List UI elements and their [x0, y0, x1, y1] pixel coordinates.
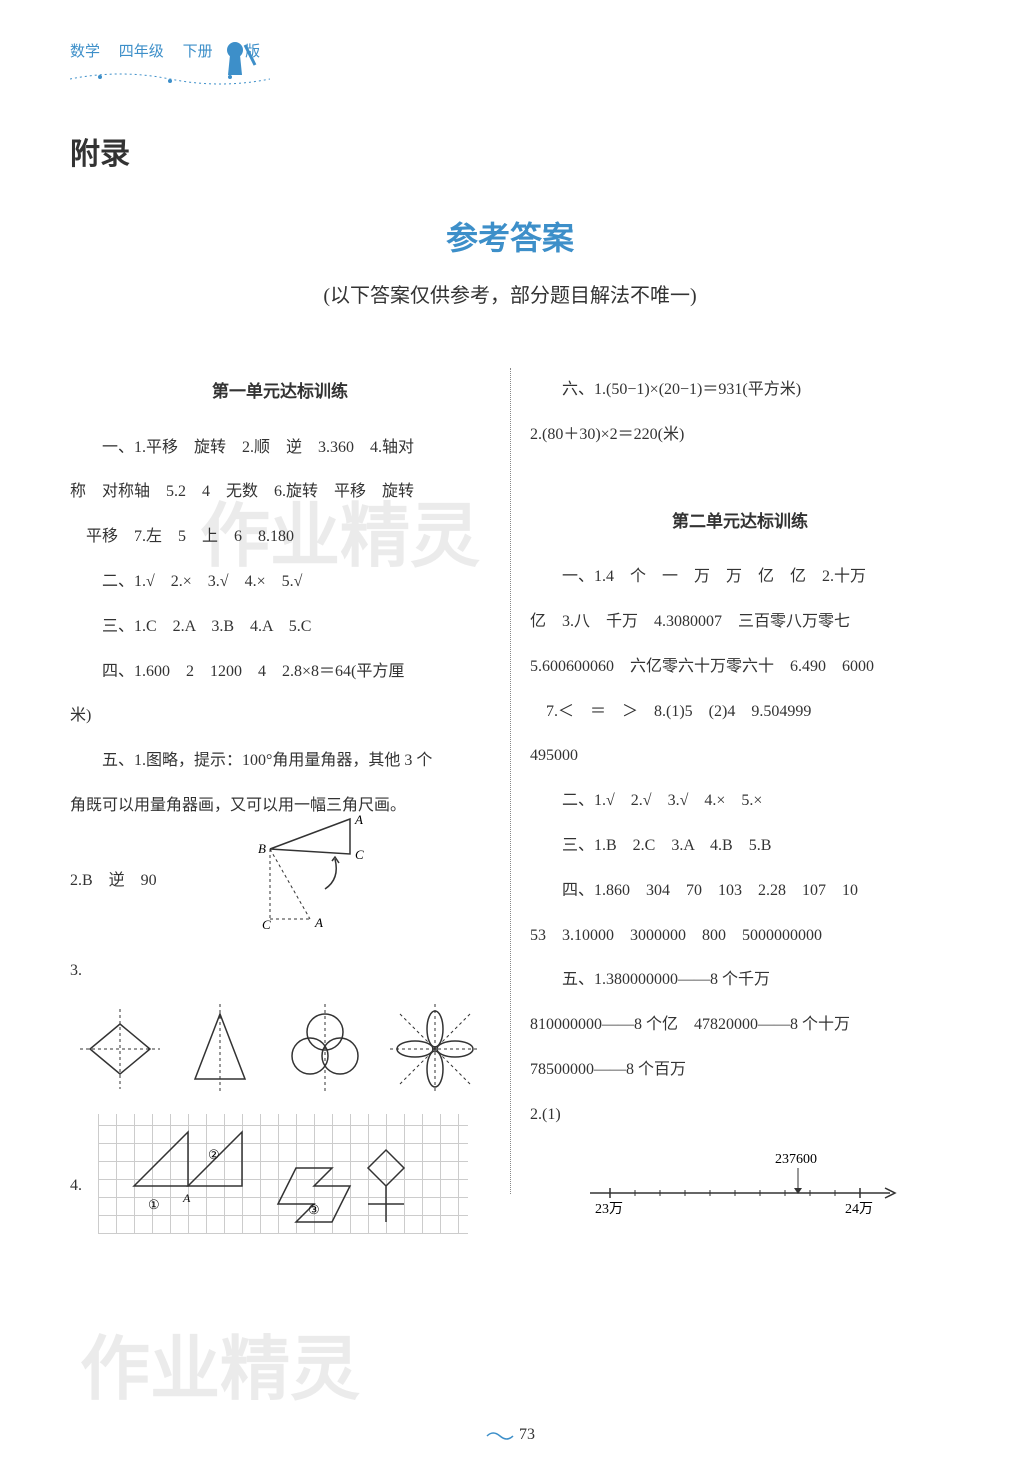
answer-text: 7.＜ ＝ ＞ 8.(1)5 (2)4 9.504999	[530, 690, 950, 735]
answer-text: 5.600600060 六亿零六十万零六十 6.490 6000	[530, 645, 950, 690]
answer-text: 三、1.B 2.C 3.A 4.B 5.B	[530, 824, 950, 869]
unit-title: 第一单元达标训练	[70, 368, 490, 416]
answer-text: 一、1.平移 旋转 2.顺 逆 3.360 4.轴对	[70, 426, 490, 471]
symmetry-diagrams	[70, 994, 490, 1104]
answer-text: 米)	[70, 694, 490, 739]
grid-translation-diagram: ① ② A ③	[98, 1114, 468, 1234]
tick-label: 23万	[595, 1202, 623, 1217]
svg-text:C: C	[355, 847, 364, 862]
answer-text: 四、1.600 2 1200 4 2.8×8＝64(平方厘	[70, 650, 490, 695]
rhombus-icon	[80, 1004, 160, 1094]
answer-text: 2.B 逆 90	[70, 859, 157, 904]
subtitle: (以下答案仅供参考，部分题目解法不唯一)	[70, 279, 950, 308]
section-title: 附录	[70, 129, 950, 173]
answer-text: 亿 3.八 千万 4.3080007 三百零八万零七	[530, 600, 950, 645]
answer-text: 二、1.√ 2.× 3.√ 4.× 5.√	[70, 560, 490, 605]
page-header: 数学 四年级 下册 B 版	[70, 40, 950, 61]
answer-text: 五、1.380000000——8 个千万	[530, 958, 950, 1003]
number-line-diagram: 23万 24万 237600	[530, 1148, 950, 1208]
flower-icon	[390, 1004, 480, 1094]
unit-title: 第二单元达标训练	[530, 498, 950, 546]
right-column: 六、1.(50−1)×(20−1)＝931(平方米) 2.(80＋30)×2＝2…	[510, 368, 950, 1234]
answer-text: 平移 7.左 5 上 6 8.180	[70, 515, 490, 560]
answer-text: 四、1.860 304 70 103 2.28 107 10	[530, 869, 950, 914]
watermark-text: 作业精灵	[80, 1313, 360, 1414]
tick-label: 24万	[845, 1202, 873, 1217]
answer-text: 2.(80＋30)×2＝220(米)	[530, 413, 950, 458]
circles-icon	[280, 1004, 370, 1094]
svg-text:A: A	[314, 915, 323, 930]
answer-text: 495000	[530, 734, 950, 779]
answer-text: 五、1.图略，提示：100°角用量角器，其他 3 个	[70, 739, 490, 784]
triangle-icon	[180, 1004, 260, 1094]
value-label: 237600	[775, 1152, 817, 1167]
header-decoration	[70, 69, 950, 99]
triangle-rotation-diagram: 2.B 逆 90 A C B C A	[70, 829, 490, 949]
svg-text:②: ②	[208, 1147, 220, 1162]
subject-label: 数学	[70, 44, 100, 60]
svg-text:C: C	[262, 917, 271, 932]
svg-text:A: A	[182, 1191, 191, 1205]
svg-text:A: A	[354, 812, 363, 827]
grade-label: 四年级	[119, 44, 164, 60]
answer-text: 78500000——8 个百万	[530, 1048, 950, 1093]
page-number: 73	[485, 1426, 535, 1444]
answer-text: 4.	[70, 1164, 82, 1209]
answer-text: 一、1.4 个 一 万 万 亿 亿 2.十万	[530, 555, 950, 600]
content-columns: 第一单元达标训练 一、1.平移 旋转 2.顺 逆 3.360 4.轴对 称 对称…	[70, 368, 950, 1234]
answer-text: 53 3.10000 3000000 800 5000000000	[530, 914, 950, 959]
answer-text: 2.(1)	[530, 1106, 561, 1123]
answer-text: 称 对称轴 5.2 4 无数 6.旋转 平移 旋转	[70, 470, 490, 515]
answer-text: 三、1.C 2.A 3.B 4.A 5.C	[70, 605, 490, 650]
answer-text: 六、1.(50−1)×(20−1)＝931(平方米)	[530, 368, 950, 413]
volume-label: 下册	[183, 44, 213, 60]
answer-text: 810000000——8 个亿 47820000——8 个十万	[530, 1003, 950, 1048]
svg-text:③: ③	[308, 1202, 320, 1217]
main-title: 参考答案	[70, 213, 950, 259]
left-column: 第一单元达标训练 一、1.平移 旋转 2.顺 逆 3.360 4.轴对 称 对称…	[70, 368, 510, 1234]
svg-text:B: B	[258, 841, 266, 856]
svg-text:①: ①	[148, 1197, 160, 1212]
answer-text: 二、1.√ 2.√ 3.√ 4.× 5.×	[530, 779, 950, 824]
column-divider	[510, 368, 511, 1194]
